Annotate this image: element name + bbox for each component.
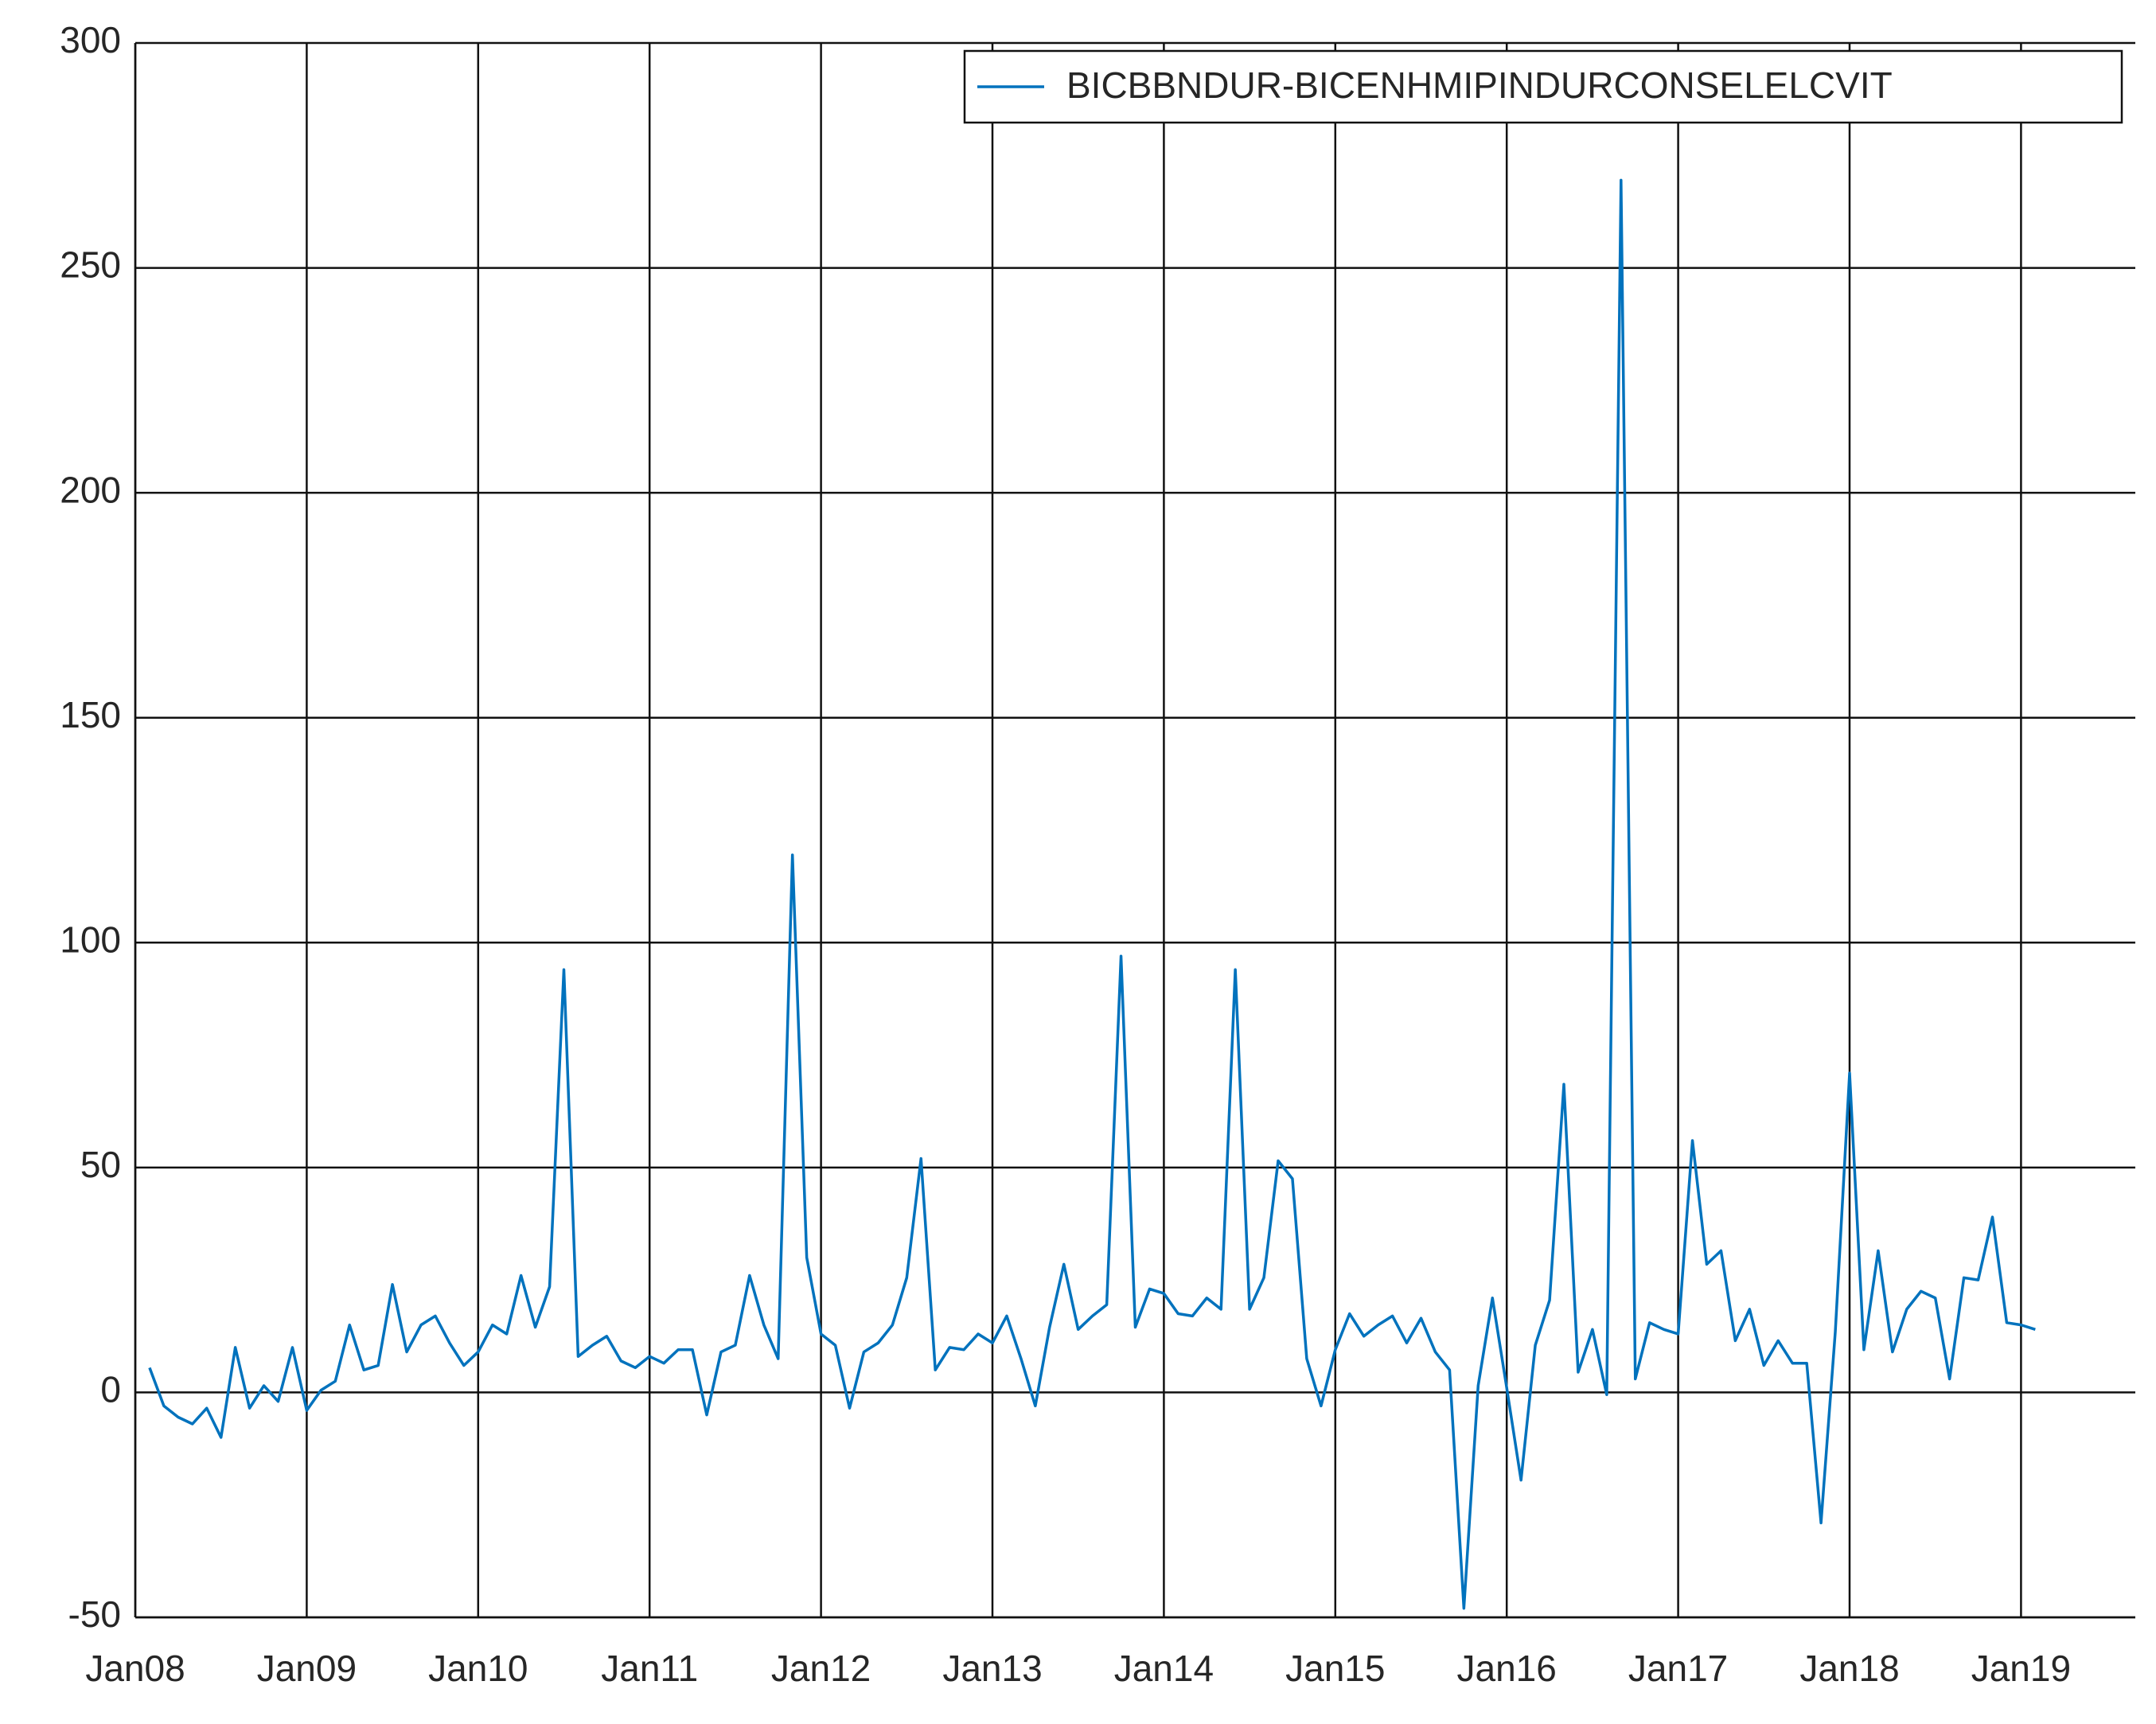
y-tick-label: 150 xyxy=(60,694,121,735)
x-tick-label: Jan11 xyxy=(601,1648,698,1689)
y-tick-label: 0 xyxy=(100,1369,121,1410)
x-tick-label: Jan08 xyxy=(85,1648,185,1689)
x-tick-label: Jan10 xyxy=(428,1648,528,1689)
x-tick-label: Jan17 xyxy=(1628,1648,1728,1689)
x-tick-label: Jan16 xyxy=(1457,1648,1557,1689)
y-tick-label: 100 xyxy=(60,919,121,960)
y-tick-label: -50 xyxy=(68,1593,121,1635)
x-tick-label: Jan19 xyxy=(1971,1648,2071,1689)
x-tick-label: Jan09 xyxy=(257,1648,357,1689)
y-tick-label: 200 xyxy=(60,469,121,510)
line-series xyxy=(148,178,2036,1610)
x-tick-label: Jan12 xyxy=(771,1648,871,1689)
y-tick-label: 50 xyxy=(80,1144,121,1185)
y-tick-label: 300 xyxy=(60,19,121,60)
legend-box xyxy=(963,49,2123,124)
y-tick-label: 250 xyxy=(60,244,121,286)
x-tick-label: Jan18 xyxy=(1799,1648,1899,1689)
legend-label: BICBBNDUR-BICENHMIPINDURCONSELELCVIT xyxy=(1066,64,1893,106)
x-tick-label: Jan14 xyxy=(1114,1648,1214,1689)
x-tick-label: Jan13 xyxy=(942,1648,1042,1689)
x-tick-label: Jan15 xyxy=(1285,1648,1385,1689)
